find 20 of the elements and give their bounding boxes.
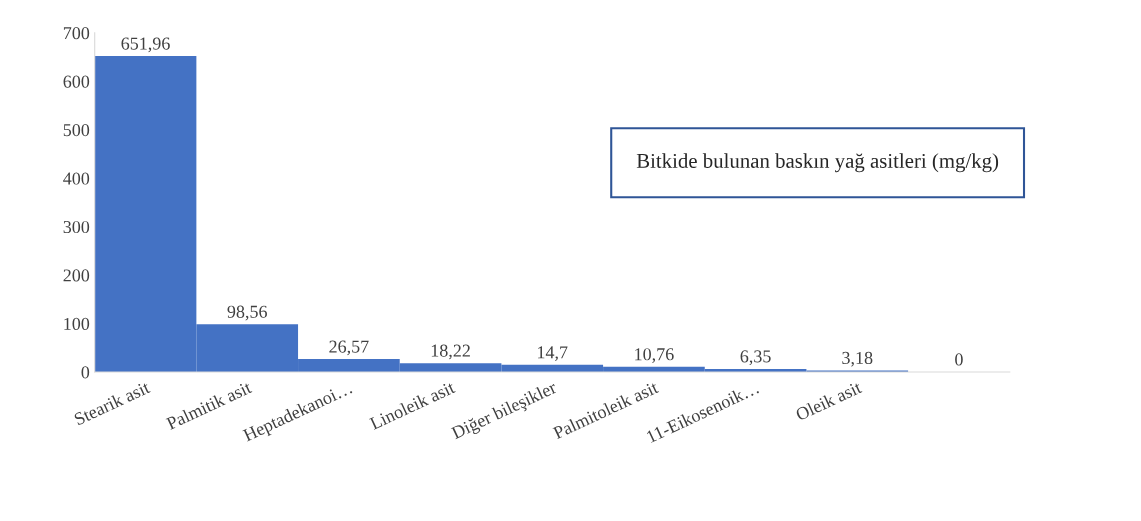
y-tick-label: 300 — [63, 220, 90, 234]
y-tick-label: 0 — [81, 366, 90, 379]
data-label: 18,22 — [431, 344, 470, 360]
data-label: 98,56 — [227, 305, 267, 321]
y-tick-label: 100 — [64, 317, 90, 330]
x-tick-label: Stearik asit — [73, 380, 151, 426]
data-label: 14,7 — [538, 346, 568, 362]
text: Bitkide bulunan baskın yağ asitleri (mg/kg) — [636, 153, 999, 173]
y-tick-label: 400 — [63, 172, 90, 185]
data-label: 0 — [955, 353, 963, 366]
data-label: 651,96 — [121, 37, 170, 53]
data-label: 3,18 — [842, 351, 873, 367]
data-label: 26,57 — [329, 340, 369, 356]
x-tick-label: Oleik asit — [794, 380, 863, 421]
data-label: 6,35 — [740, 350, 771, 366]
y-tick-label: 600 — [63, 75, 90, 88]
y-tick-label: 200 — [63, 269, 90, 282]
data-label: 10,76 — [635, 348, 674, 363]
y-tick-label: 500 — [63, 123, 90, 137]
y-tick-label: 700 — [63, 27, 90, 40]
